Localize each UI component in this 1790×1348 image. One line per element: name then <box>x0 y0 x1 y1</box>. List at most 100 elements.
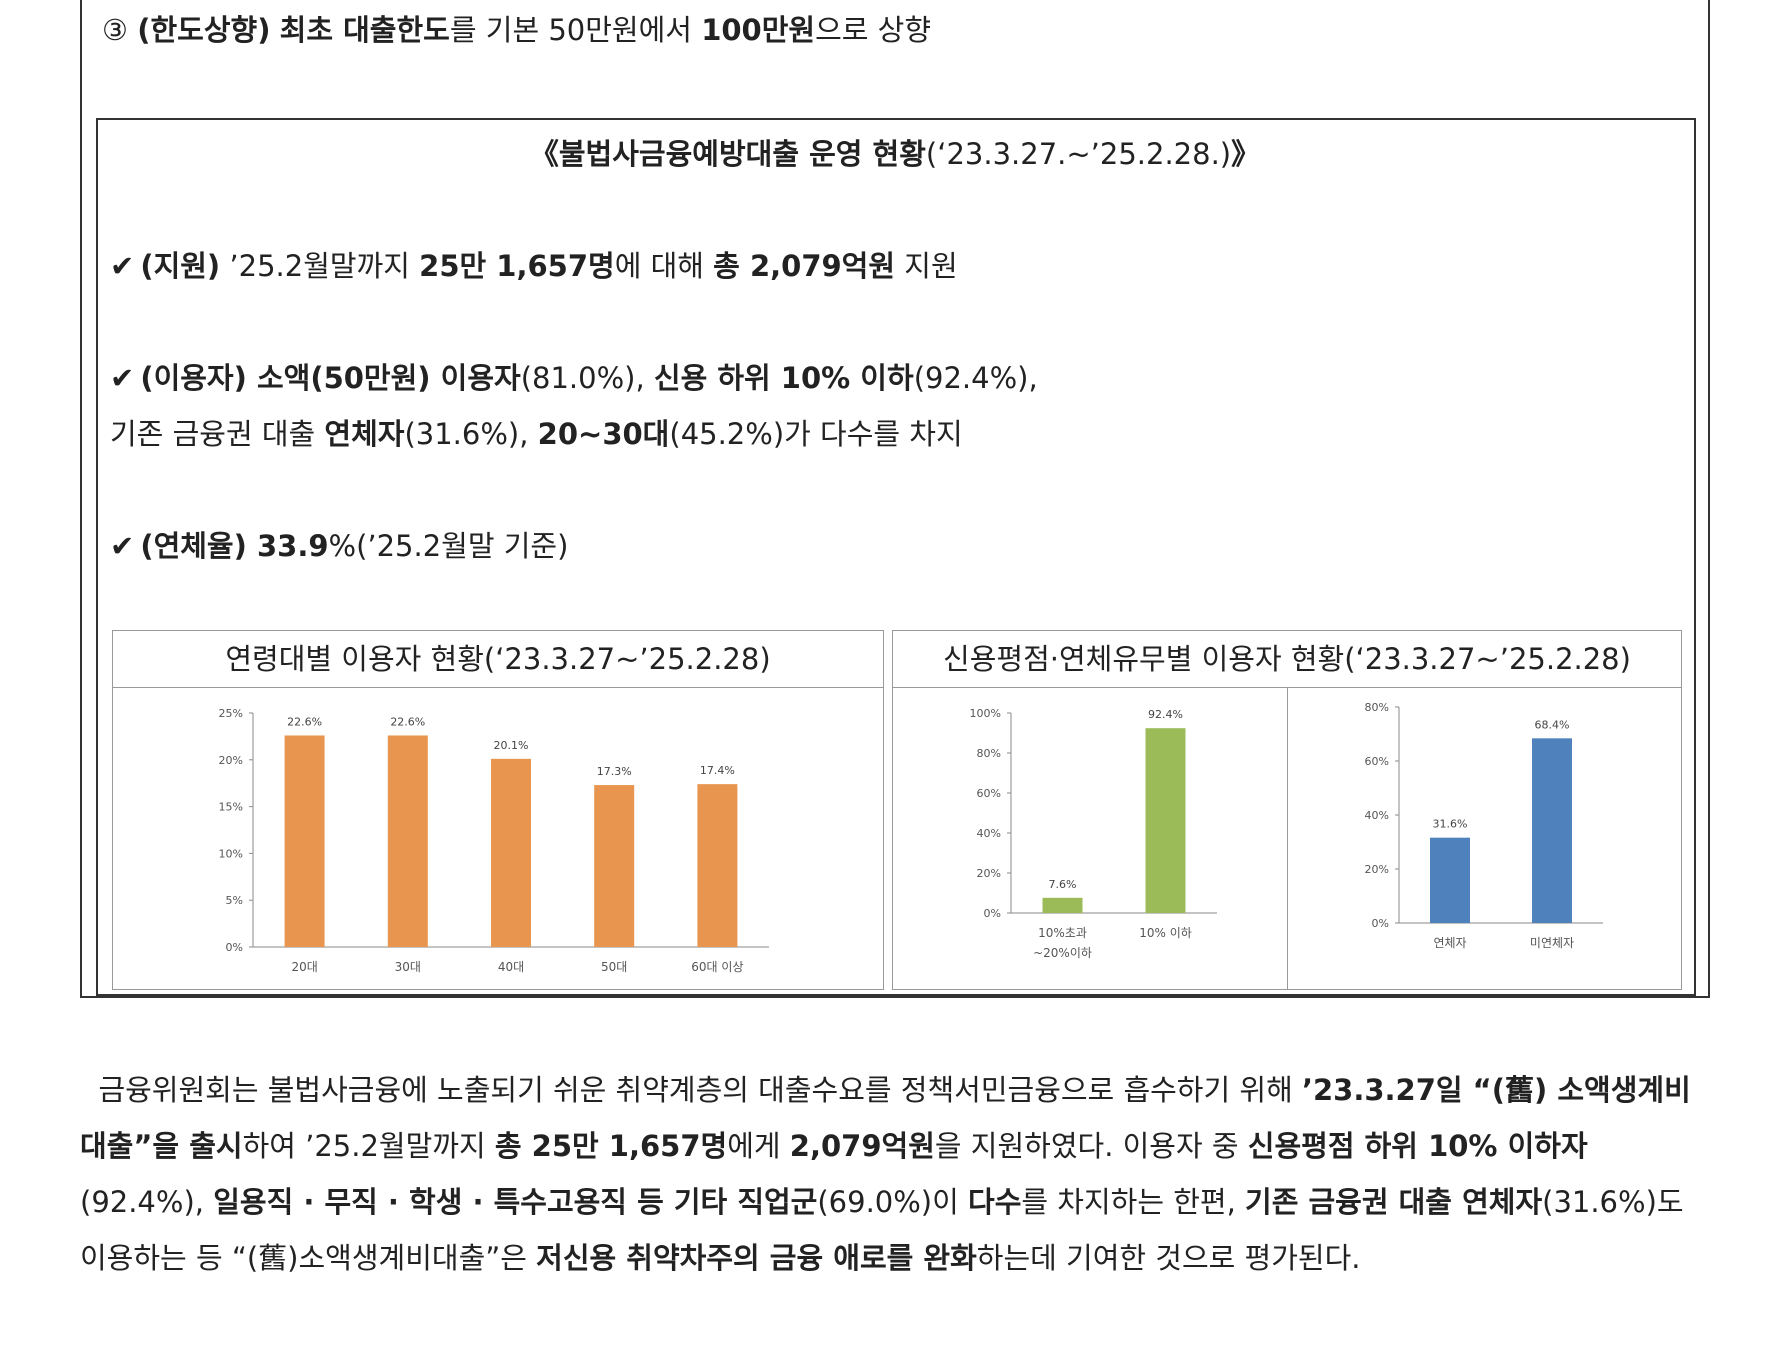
para-text-5: (92.4%), <box>80 1185 214 1219</box>
category-label: 20대 <box>291 960 317 974</box>
y-tick-label: 15% <box>219 801 243 814</box>
support-text-3: 지원 <box>895 249 958 283</box>
status-box <box>96 118 1696 996</box>
data-label: 22.6% <box>287 715 322 728</box>
data-label: 20.1% <box>494 739 529 752</box>
y-tick-label: 40% <box>977 827 1001 840</box>
circled-number: ③ <box>102 13 128 47</box>
y-tick-label: 100% <box>970 707 1001 720</box>
category-label: 10%초과 <box>1038 926 1087 940</box>
para-bold-8: 저신용 취약차주의 금융 애로를 완화 <box>536 1241 977 1275</box>
limit-increase-line: ③ (한도상향) 최초 대출한도를 기본 50만원에서 100만원으로 상향 <box>102 6 931 54</box>
age-chart: 0% 5% 10% 15% 20% 25% 22.6% 20대 22.6% 30대 20.1% 40대… <box>219 707 769 974</box>
status-title-main: 《불법사금융예방대출 운영 현황 <box>529 137 926 171</box>
delinquency-rate: (연체율) 33.9 <box>140 529 329 563</box>
support-count: 25만 1,657명 <box>419 249 615 283</box>
support-text-1: ’25.2월말까지 <box>220 249 420 283</box>
y-tick-label: 5% <box>226 894 243 907</box>
category-label: 미연체자 <box>1530 936 1574 950</box>
users-text-2: (92.4%), <box>913 361 1038 395</box>
bullet-users-line2: 기존 금융권 대출 연체자(31.6%), 20~30대(45.2%)가 다수를… <box>110 410 963 458</box>
bar <box>1145 728 1186 913</box>
bullet-delinquency: ✔ (연체율) 33.9%(’25.2월말 기준) <box>110 522 568 570</box>
y-tick-label: 25% <box>219 707 243 720</box>
credit-score-chart: 0% 20% 40% 60% 80% 100% 7.6% 10%초과 ~20%이하 92.4% 10… <box>970 707 1217 960</box>
y-tick-label: 0% <box>226 941 243 954</box>
data-label: 22.6% <box>390 715 425 728</box>
y-tick-label: 40% <box>1365 809 1389 822</box>
data-label: 68.4% <box>1535 718 1570 731</box>
bullet-support: ✔ (지원) ’25.2월말까지 25만 1,657명에 대해 총 2,079억원… <box>110 242 958 290</box>
limit-end-text: 으로 상향 <box>815 13 932 47</box>
para-bold-4: 신용평점 하위 10% 이하자 <box>1247 1129 1588 1163</box>
support-tag: (지원) <box>140 249 221 283</box>
status-title-close: 》 <box>1231 137 1261 171</box>
bullet-users: ✔ (이용자) 소액(50만원) 이용자(81.0%), 신용 하위 10% 이하… <box>110 354 1038 402</box>
y-tick-label: 0% <box>1372 917 1389 930</box>
para-text-1: 금융위원회는 불법사금융에 노출되기 쉬운 취약계층의 대출수요를 정책서민금융… <box>80 1073 1302 1107</box>
category-label: ~20%이하 <box>1033 946 1092 960</box>
status-title: 《불법사금융예방대출 운영 현황(‘23.3.27.~’25.2.28.)》 <box>0 130 1790 178</box>
support-amount: 총 2,079억원 <box>713 249 896 283</box>
y-tick-label: 60% <box>977 787 1001 800</box>
y-tick-label: 20% <box>219 754 243 767</box>
category-label: 10% 이하 <box>1139 926 1192 940</box>
category-label: 50대 <box>601 960 627 974</box>
category-label: 60대 이상 <box>691 960 743 974</box>
para-bold-7: 기존 금융권 대출 연체자 <box>1245 1185 1543 1219</box>
para-bold-5: 일용직 · 무직 · 학생 · 특수고용직 등 기타 직업군 <box>213 1185 818 1219</box>
bar <box>1532 738 1572 923</box>
bar <box>1042 897 1083 913</box>
data-label: 31.6% <box>1433 818 1468 831</box>
age-chart-body: 0% 5% 10% 15% 20% 25% 22.6% 20대 22.6% 30대 20.1% 40대… <box>113 687 883 989</box>
para-text-9: 하는데 기여한 것으로 평가된다. <box>976 1241 1361 1275</box>
para-bold-6: 다수 <box>968 1185 1022 1219</box>
bar <box>1430 837 1470 923</box>
check-icon: ✔ <box>110 529 135 563</box>
para-text-8: (31.6%)도 이용하는 등 “(舊)소액생계비대출”은 <box>80 1185 1684 1275</box>
users-age-bold: 20~30대 <box>537 417 670 451</box>
para-bold-1: ’23.3.27일 “(舊) 소액생계비대출”을 출시 <box>80 1073 1691 1163</box>
users-text-1: (81.0%), <box>520 361 654 395</box>
category-label: 40대 <box>498 960 524 974</box>
status-title-period: (‘23.3.27.~’25.2.28.) <box>925 137 1232 171</box>
users-line2-text-2: (31.6%), <box>404 417 538 451</box>
y-tick-label: 60% <box>1365 755 1389 768</box>
limit-tag: (한도상향) <box>137 13 271 47</box>
credit-chart-panel: 신용평점·연체유무별 이용자 현황(‘23.3.27~’25.2.28) 0% 2… <box>892 630 1682 990</box>
bar <box>594 785 635 947</box>
para-text-7: 를 차지하는 한편, <box>1021 1185 1246 1219</box>
new-limit-amount: 100만원 <box>701 13 816 47</box>
data-label: 7.6% <box>1049 878 1077 891</box>
check-icon: ✔ <box>110 361 135 395</box>
y-tick-label: 20% <box>1365 863 1389 876</box>
credit-chart-title: 신용평점·연체유무별 이용자 현황(‘23.3.27~’25.2.28) <box>893 631 1681 688</box>
age-chart-title: 연령대별 이용자 현황(‘23.3.27~’25.2.28) <box>113 631 883 688</box>
para-text-2: 하여 ’25.2월말까지 <box>242 1129 495 1163</box>
initial-limit-text: 최초 대출한도 <box>279 13 450 47</box>
y-tick-label: 20% <box>977 867 1001 880</box>
data-label: 92.4% <box>1148 708 1183 721</box>
chart-divider <box>1287 687 1288 989</box>
users-line2-text-3: (45.2%)가 다수를 차지 <box>669 417 963 451</box>
para-text-4: 을 지원하였다. 이용자 중 <box>934 1129 1248 1163</box>
delinquency-text: %(’25.2월말 기준) <box>328 529 569 563</box>
bar <box>491 758 531 947</box>
y-tick-label: 0% <box>984 907 1001 920</box>
outer-box <box>80 0 1710 998</box>
bar <box>284 735 325 947</box>
bar <box>387 735 428 947</box>
y-tick-label: 80% <box>1365 701 1389 714</box>
category-label: 30대 <box>395 960 421 974</box>
check-icon: ✔ <box>110 249 135 283</box>
category-label: 연체자 <box>1433 936 1466 950</box>
summary-paragraph: 금융위원회는 불법사금융에 노출되기 쉬운 취약계층의 대출수요를 정책서민금융… <box>80 1062 1710 1286</box>
users-line2-text-1: 기존 금융권 대출 <box>110 417 325 451</box>
bar <box>697 784 738 947</box>
users-tag: (이용자) 소액(50만원) 이용자 <box>140 361 521 395</box>
users-credit-bold: 신용 하위 10% 이하 <box>653 361 914 395</box>
y-tick-label: 80% <box>977 747 1001 760</box>
y-tick-label: 10% <box>219 847 243 860</box>
para-bold-3: 2,079억원 <box>789 1129 935 1163</box>
support-text-2: 에 대해 <box>614 249 714 283</box>
